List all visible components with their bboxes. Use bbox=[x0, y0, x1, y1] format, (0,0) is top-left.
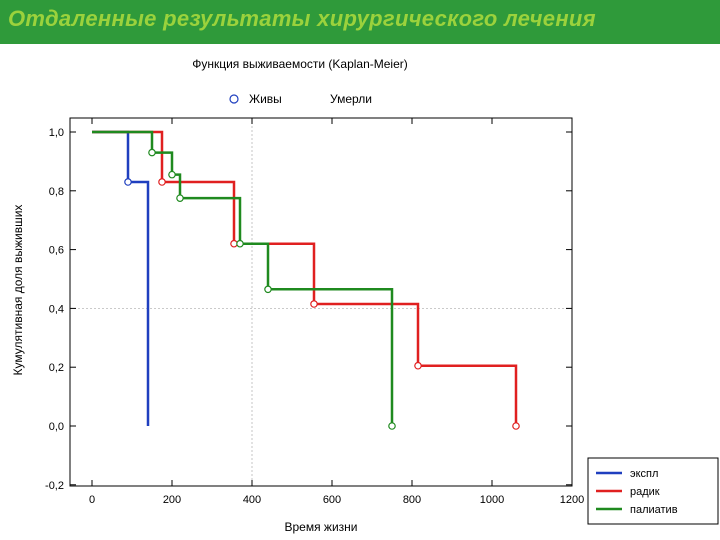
y-tick-label: -0,2 bbox=[45, 480, 64, 492]
slide-header bbox=[0, 0, 720, 44]
y-tick-label: 1,0 bbox=[49, 127, 64, 139]
y-axis: -0,2 0,0 0,2 0,4 0,6 0,8 1,0 bbox=[45, 127, 572, 492]
censored-marker bbox=[414, 361, 422, 370]
series-layer bbox=[92, 130, 520, 430]
legend-alive-marker bbox=[229, 94, 239, 104]
censored-marker bbox=[176, 194, 184, 202]
y-axis-label: Кумулятивная доля выживших bbox=[11, 205, 25, 376]
legend-label: радик bbox=[630, 486, 660, 498]
x-axis: 0 200 400 600 800 1000 1200 bbox=[89, 118, 584, 506]
censored-marker bbox=[388, 422, 396, 430]
x-axis-label: Время жизни bbox=[285, 520, 358, 534]
slide-title: Отдаленные результаты хирургического леч… bbox=[8, 6, 596, 31]
legend-label: экспл bbox=[630, 468, 658, 480]
y-tick-label: 0,4 bbox=[49, 303, 64, 315]
censored-marker bbox=[264, 285, 272, 294]
km-chart: Функция выживаемости (Kaplan-Meier) Живы… bbox=[11, 57, 719, 534]
x-tick-label: 200 bbox=[163, 494, 181, 506]
series-2 bbox=[92, 130, 520, 430]
y-tick-label: 0,2 bbox=[49, 362, 64, 374]
censored-marker bbox=[168, 170, 176, 179]
series-line bbox=[92, 130, 518, 426]
censored-marker bbox=[158, 178, 166, 186]
x-tick-label: 600 bbox=[323, 494, 341, 506]
censored-marker bbox=[512, 422, 520, 430]
legend-alive-label: Живы bbox=[249, 92, 282, 106]
censored-marker bbox=[236, 239, 244, 248]
x-tick-label: 1200 bbox=[560, 494, 584, 506]
series-legend: экспл радик палиатив bbox=[587, 457, 719, 525]
series-1 bbox=[92, 130, 150, 426]
x-tick-label: 800 bbox=[403, 494, 421, 506]
censored-marker bbox=[310, 300, 318, 308]
legend-dead-label: Умерли bbox=[330, 92, 372, 106]
y-tick-label: 0,8 bbox=[49, 186, 64, 198]
y-tick-label: 0,0 bbox=[49, 421, 64, 433]
x-tick-label: 400 bbox=[243, 494, 261, 506]
chart-title: Функция выживаемости (Kaplan-Meier) bbox=[192, 57, 408, 71]
x-tick-label: 1000 bbox=[480, 494, 504, 506]
plot-frame bbox=[69, 117, 573, 487]
censored-marker bbox=[124, 178, 132, 186]
series-line bbox=[92, 130, 394, 426]
legend-label: палиатив bbox=[630, 504, 678, 516]
series-3 bbox=[92, 130, 396, 430]
x-tick-label: 0 bbox=[89, 494, 95, 506]
y-tick-label: 0,6 bbox=[49, 245, 64, 257]
series-line bbox=[92, 130, 150, 426]
censored-marker bbox=[148, 148, 156, 157]
